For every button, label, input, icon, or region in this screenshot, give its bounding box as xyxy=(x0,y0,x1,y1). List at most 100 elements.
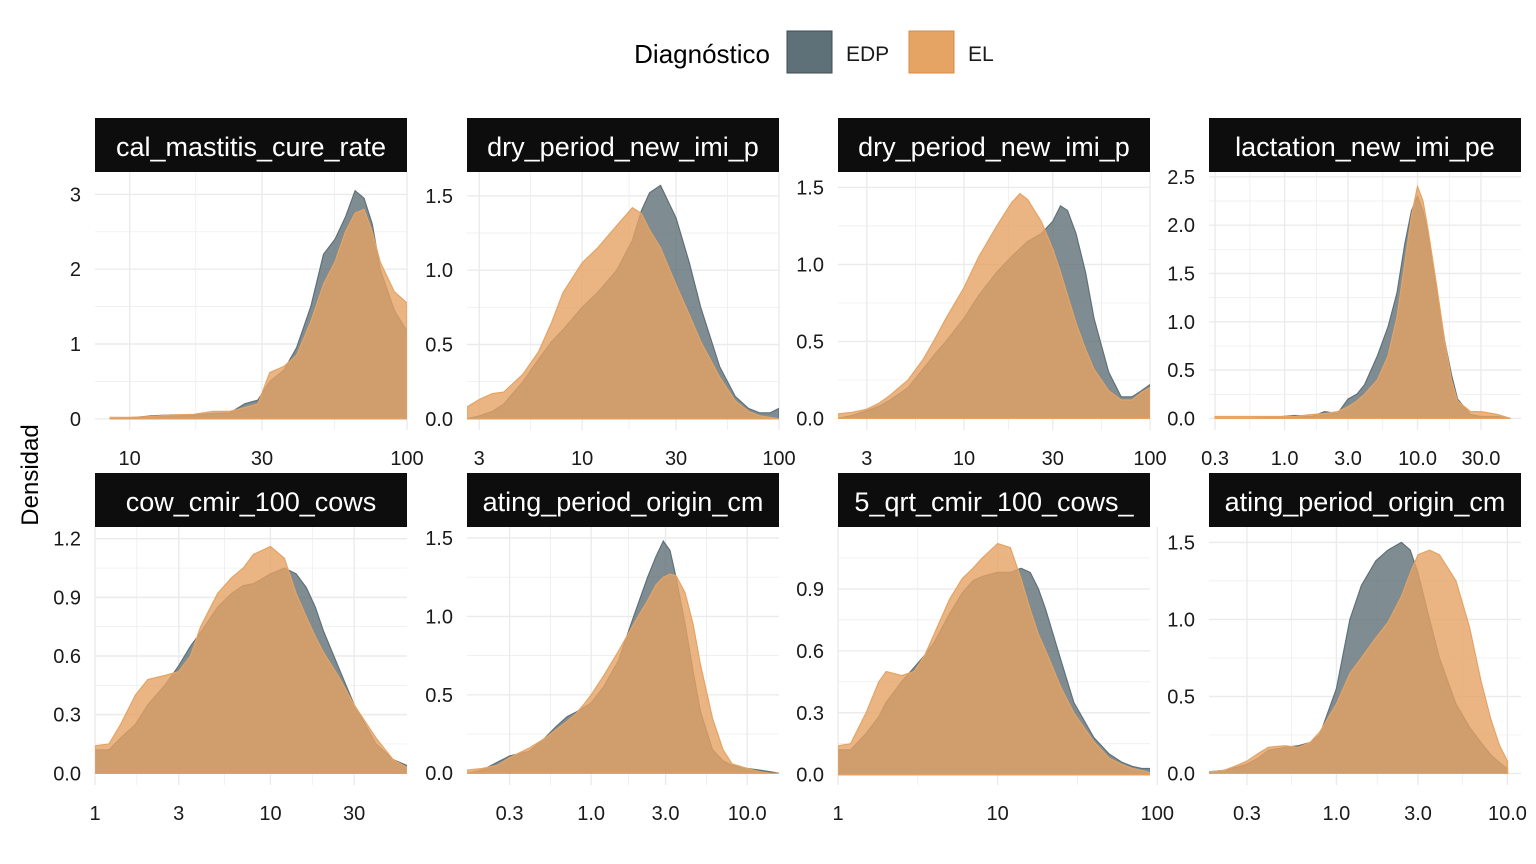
x-tick-label: 10 xyxy=(987,803,1009,825)
y-tick-label: 2.0 xyxy=(1167,215,1195,237)
x-tick-label: 3.0 xyxy=(1334,448,1362,470)
x-tick-label: 10.0 xyxy=(1488,803,1527,825)
x-tick-label: 10.0 xyxy=(1398,448,1437,470)
y-tick-label: 1.5 xyxy=(425,528,453,550)
density-areas xyxy=(467,184,779,420)
facet-panel: cal_mastitis_cure_rate 10 30 100 0 1 2 3 xyxy=(70,118,424,470)
facet-strip xyxy=(1209,118,1521,172)
facet-strip xyxy=(838,473,1150,527)
x-tick-label: 10 xyxy=(571,448,593,470)
density-area-el xyxy=(109,208,407,420)
facet-strip xyxy=(467,118,779,172)
density-area-el xyxy=(838,192,1150,419)
y-tick-label: 0.0 xyxy=(425,763,453,785)
facet-panel: dry_period_new_imi_p 3 10 30 100 0.0 0.5 1.0 1.5 xyxy=(796,118,1167,470)
y-tick-label: 2 xyxy=(70,259,81,281)
y-tick-label: 0.6 xyxy=(53,646,81,668)
density-area-edp xyxy=(1215,194,1511,419)
y-tick-label: 1.5 xyxy=(425,186,453,208)
y-tick-label: 0.0 xyxy=(796,765,824,787)
density-areas xyxy=(838,542,1150,776)
facet-strip-label: lactation_new_imi_pe xyxy=(1235,132,1495,162)
y-tick-label: 0.6 xyxy=(796,641,824,663)
density-areas xyxy=(1209,541,1509,774)
y-tick-label: 0.5 xyxy=(1167,360,1195,382)
y-tick-label: 1.5 xyxy=(1167,532,1195,554)
legend-title: Diagnóstico xyxy=(634,39,770,69)
x-tick-label: 10.0 xyxy=(728,803,767,825)
y-tick-label: 0.0 xyxy=(1167,408,1195,430)
y-tick-label: 0.0 xyxy=(425,409,453,431)
facet-strip-label: cow_cmir_100_cows xyxy=(126,487,377,517)
x-tick-label: 30 xyxy=(1042,448,1064,470)
y-tick-label: 1.0 xyxy=(1167,609,1195,631)
x-tick-label: 0.3 xyxy=(1233,803,1261,825)
density-area-el xyxy=(467,206,779,420)
facet-strip xyxy=(838,118,1150,172)
y-tick-label: 1.0 xyxy=(796,254,824,276)
y-tick-label: 3 xyxy=(70,184,81,206)
facet-panel: ating_period_origin_cm 0.3 1.0 3.0 10.0 0.0 0.… xyxy=(1167,473,1527,825)
x-tick-label: 3 xyxy=(474,448,485,470)
y-tick-label: 1 xyxy=(70,334,81,356)
y-tick-label: 1.5 xyxy=(1167,263,1195,285)
density-area-el xyxy=(1209,549,1509,774)
facet-panel: ating_period_origin_cm 0.3 1.0 3.0 10.0 0.0 0.… xyxy=(425,473,779,825)
facet-strip-label: cal_mastitis_cure_rate xyxy=(116,132,386,162)
x-tick-label: 30.0 xyxy=(1462,448,1501,470)
y-tick-label: 1.0 xyxy=(1167,312,1195,334)
y-tick-label: 1.5 xyxy=(796,177,824,199)
y-tick-label: 0.0 xyxy=(796,408,824,430)
facet-strip-label: ating_period_origin_cm xyxy=(483,487,764,517)
density-areas xyxy=(95,545,407,774)
y-tick-label: 0.0 xyxy=(53,763,81,785)
y-tick-label: 2.5 xyxy=(1167,167,1195,189)
facet-strip-label: dry_period_new_imi_p xyxy=(858,132,1130,162)
x-tick-label: 10 xyxy=(953,448,975,470)
facet-panel: 5_qrt_cmir_100_cows_ 1 10 100 0.0 0.3 0.6 0.9 xyxy=(796,473,1174,825)
x-tick-label: 1.0 xyxy=(1322,803,1350,825)
x-tick-label: 3.0 xyxy=(1404,803,1432,825)
density-areas xyxy=(1214,184,1511,419)
x-tick-label: 0.3 xyxy=(496,803,524,825)
x-tick-label: 3 xyxy=(173,803,184,825)
density-areas xyxy=(838,192,1150,419)
x-tick-label: 100 xyxy=(1141,803,1174,825)
x-tick-label: 3.0 xyxy=(652,803,680,825)
x-tick-label: 3 xyxy=(861,448,872,470)
y-tick-label: 1.0 xyxy=(425,260,453,282)
x-tick-label: 1 xyxy=(89,803,100,825)
facet-strip xyxy=(1209,473,1521,527)
y-tick-label: 0.5 xyxy=(1167,686,1195,708)
y-tick-label: 0.5 xyxy=(425,334,453,356)
x-tick-label: 0.3 xyxy=(1201,448,1229,470)
y-axis-label: Densidad xyxy=(17,424,44,525)
legend-key-el xyxy=(908,30,955,74)
x-tick-label: 10 xyxy=(259,803,281,825)
facet-strip-label: ating_period_origin_cm xyxy=(1225,487,1506,517)
x-tick-label: 10 xyxy=(119,448,141,470)
y-tick-label: 0.5 xyxy=(796,331,824,353)
legend-key-edp xyxy=(786,30,833,74)
facet-panel: lactation_new_imi_pe 0.3 1.0 3.0 10.0 30.0 0.0… xyxy=(1167,118,1521,470)
facet-strip-label: dry_period_new_imi_p xyxy=(487,132,759,162)
density-areas xyxy=(109,189,407,420)
x-tick-label: 1 xyxy=(832,803,843,825)
density-area-el xyxy=(1214,184,1511,419)
facet-panel: dry_period_new_imi_p 3 10 30 100 0.0 0.5 1.0 1.5 xyxy=(425,118,796,470)
x-tick-label: 30 xyxy=(343,803,365,825)
density-area-el xyxy=(95,545,407,774)
y-tick-label: 0.3 xyxy=(796,703,824,725)
legend-label-edp: EDP xyxy=(846,43,889,66)
x-tick-label: 1.0 xyxy=(577,803,605,825)
y-tick-label: 0.9 xyxy=(53,587,81,609)
y-tick-label: 0.5 xyxy=(425,685,453,707)
density-area-el xyxy=(467,573,779,774)
x-tick-label: 100 xyxy=(762,448,795,470)
x-tick-label: 30 xyxy=(665,448,687,470)
facet-strip xyxy=(467,473,779,527)
facet-strip xyxy=(95,118,407,172)
